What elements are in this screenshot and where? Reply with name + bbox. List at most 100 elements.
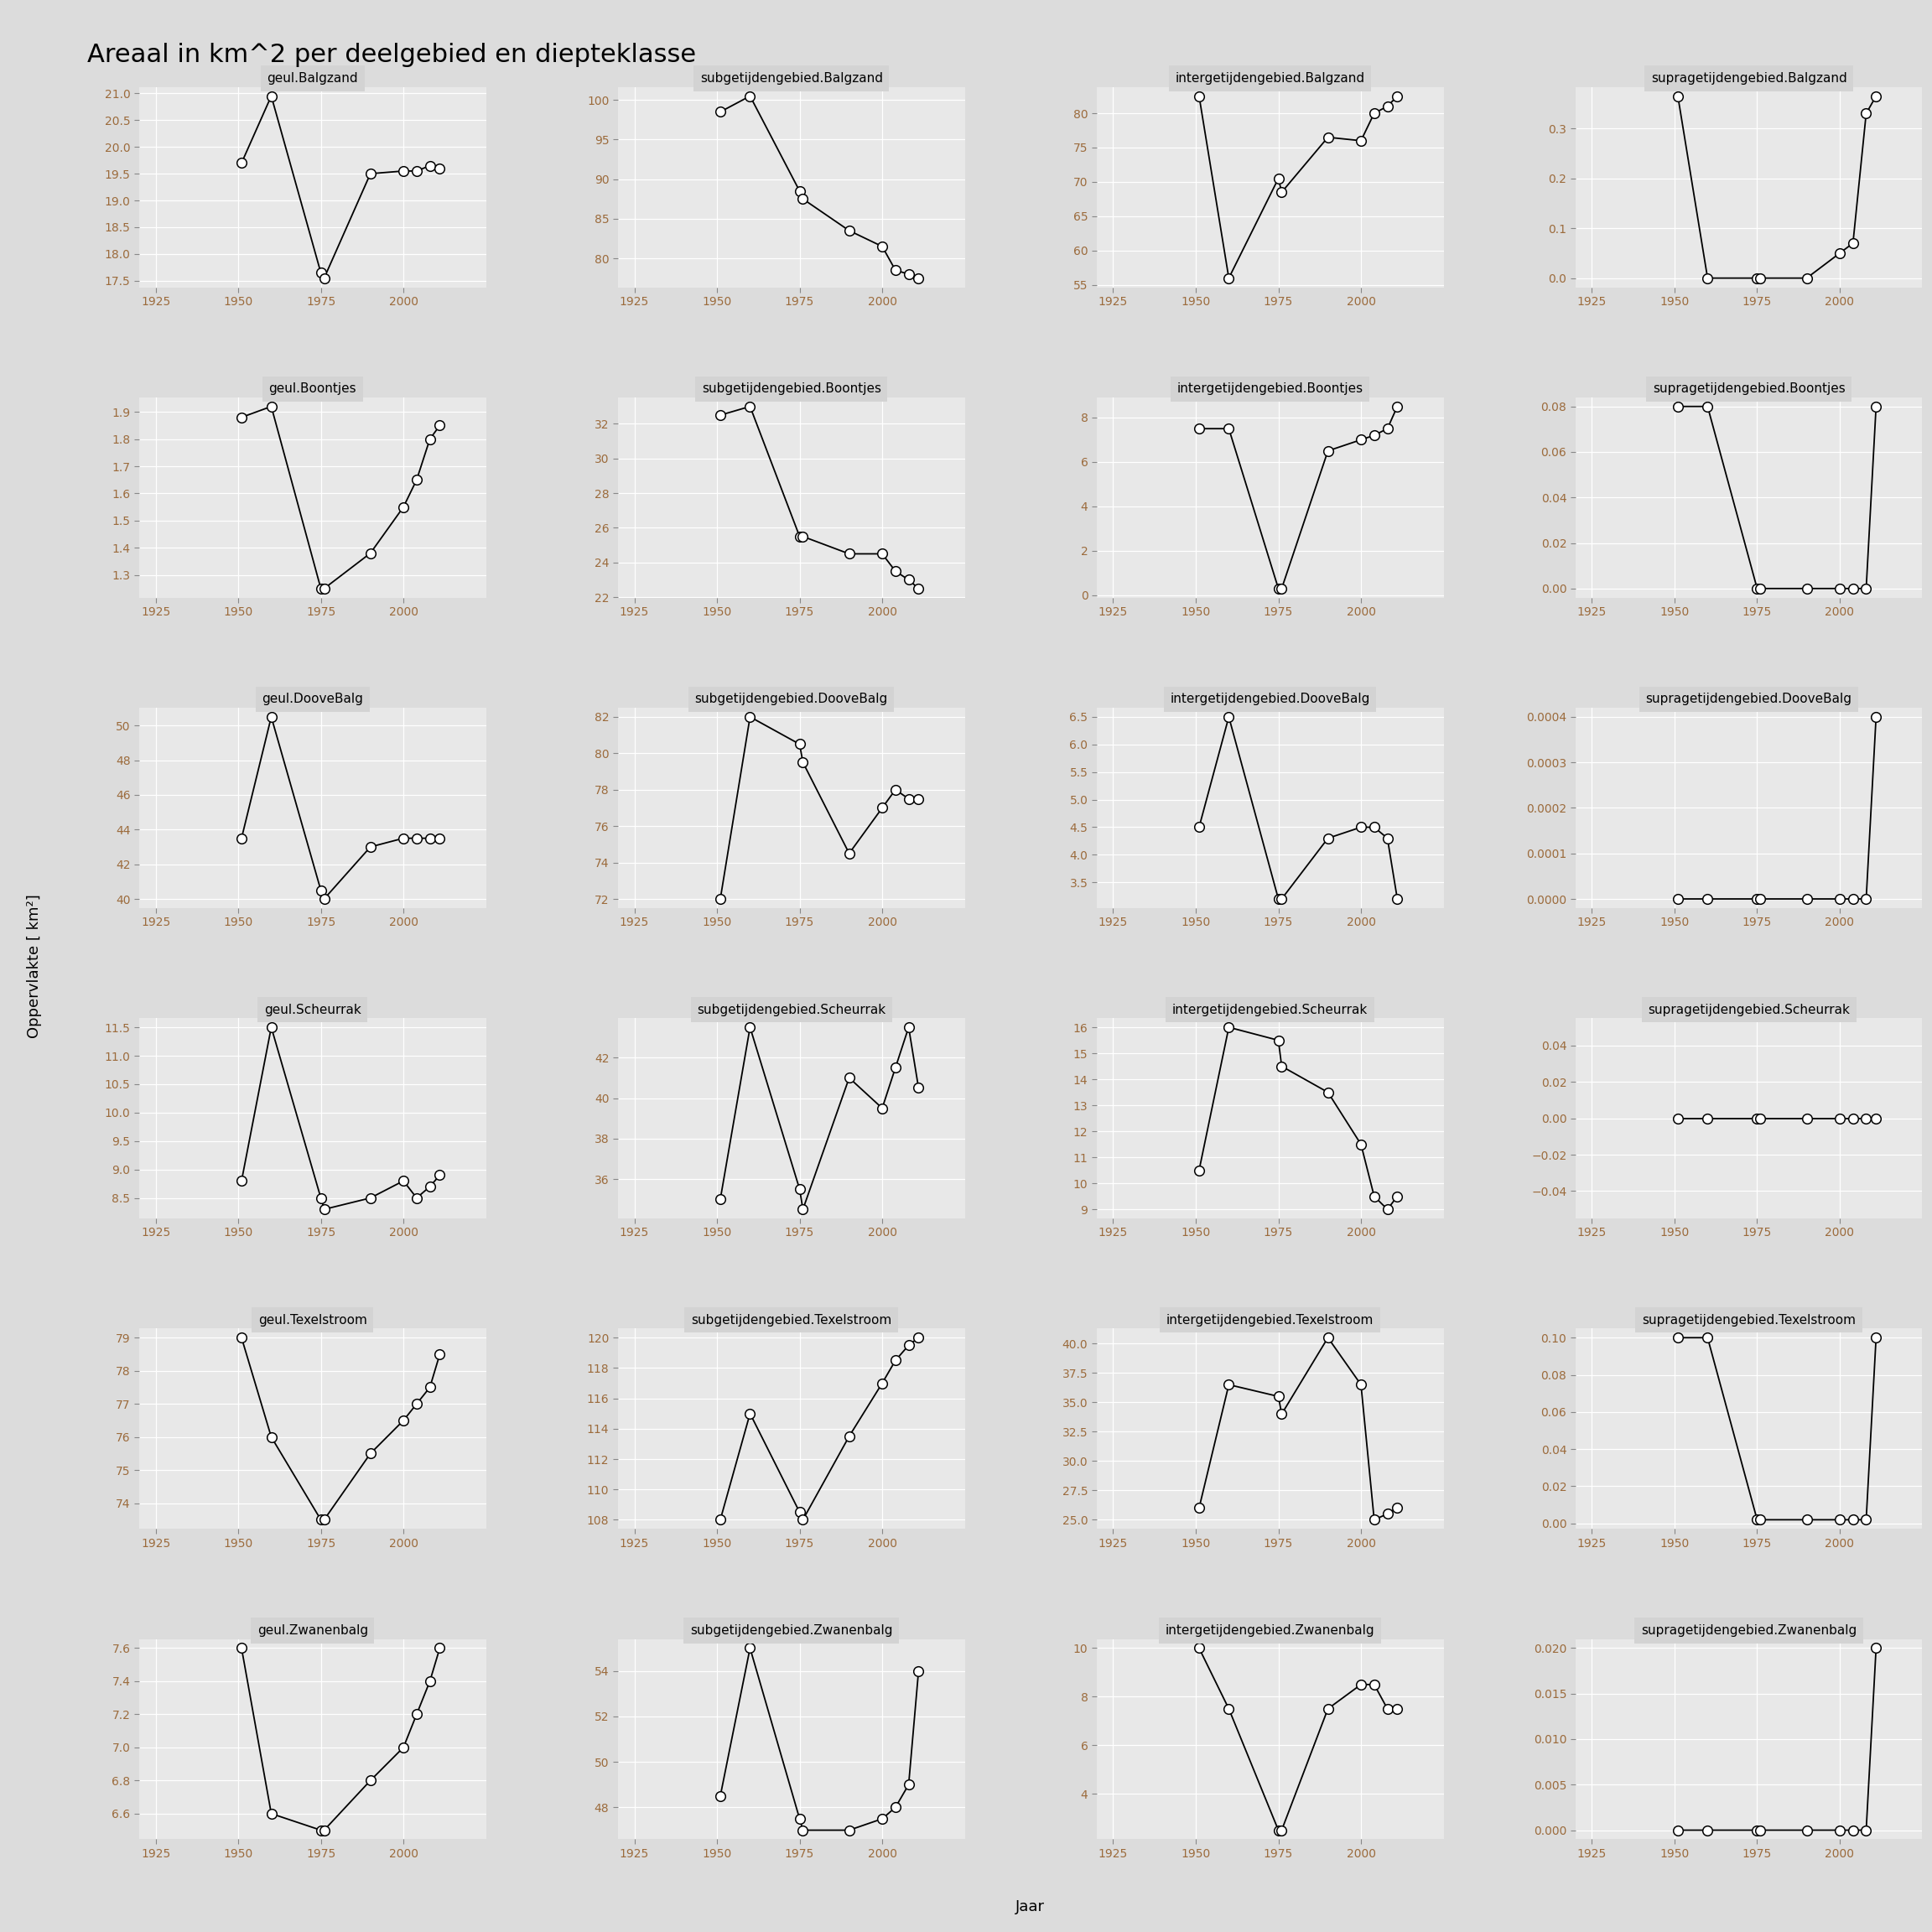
Point [1264, 883, 1294, 914]
Point [734, 390, 765, 421]
Point [413, 823, 444, 854]
Point [1312, 1692, 1343, 1723]
Point [788, 184, 819, 214]
Point [1184, 1155, 1215, 1186]
Point [226, 1165, 257, 1196]
Point [1372, 1692, 1403, 1723]
Point [879, 775, 910, 806]
Point [1791, 1814, 1822, 1845]
Point [1381, 390, 1412, 421]
Point [309, 1194, 340, 1225]
Title: geul.Texelstroom: geul.Texelstroom [259, 1314, 367, 1327]
Point [388, 156, 419, 187]
Point [893, 1012, 923, 1043]
Point [1791, 1505, 1822, 1536]
Point [1345, 425, 1376, 456]
Point [1372, 1499, 1403, 1530]
Point [867, 539, 898, 570]
Point [1741, 574, 1772, 605]
Point [226, 147, 257, 178]
Title: geul.DooveBalg: geul.DooveBalg [263, 694, 363, 705]
Point [788, 1194, 819, 1225]
Point [1213, 701, 1244, 732]
Point [1692, 390, 1723, 421]
Point [388, 1731, 419, 1762]
Point [1184, 413, 1215, 444]
Point [1213, 413, 1244, 444]
Point [1265, 574, 1296, 605]
Point [1851, 1505, 1882, 1536]
Point [1264, 1024, 1294, 1055]
Point [425, 153, 456, 184]
Point [388, 823, 419, 854]
Point [1312, 435, 1343, 466]
Title: intergetijdengebied.Zwanenbalg: intergetijdengebied.Zwanenbalg [1165, 1625, 1376, 1636]
Point [705, 1781, 736, 1812]
Point [879, 556, 910, 587]
Point [1265, 176, 1296, 207]
Point [309, 1814, 340, 1845]
Point [1791, 1103, 1822, 1134]
Text: Areaal in km^2 per deelgebied en diepteklasse: Areaal in km^2 per deelgebied en dieptek… [87, 43, 696, 68]
Point [902, 263, 933, 294]
Point [1824, 1103, 1855, 1134]
Point [867, 1094, 898, 1124]
Title: geul.Zwanenbalg: geul.Zwanenbalg [257, 1625, 367, 1636]
Point [1358, 419, 1389, 450]
Point [784, 1803, 815, 1833]
Point [902, 782, 933, 813]
Point [1345, 126, 1376, 156]
Point [784, 1173, 815, 1204]
Point [1824, 883, 1855, 914]
Point [1264, 162, 1294, 193]
Title: supragetijdengebied.Boontjes: supragetijdengebied.Boontjes [1652, 383, 1845, 396]
Title: supragetijdengebied.Scheurrak: supragetijdengebied.Scheurrak [1648, 1003, 1849, 1016]
Text: Oppervlakte [ km²]: Oppervlakte [ km²] [27, 895, 43, 1037]
Title: intergetijdengebied.Scheurrak: intergetijdengebied.Scheurrak [1173, 1003, 1368, 1016]
Point [734, 1399, 765, 1430]
Point [893, 1770, 923, 1801]
Point [413, 151, 444, 182]
Point [1741, 1103, 1772, 1134]
Point [1358, 1180, 1389, 1211]
Point [388, 1165, 419, 1196]
Point [893, 782, 923, 813]
Point [867, 1803, 898, 1833]
Point [1791, 574, 1822, 605]
Point [355, 1766, 386, 1797]
Point [1861, 701, 1891, 732]
Point [402, 1182, 433, 1213]
Point [1851, 574, 1882, 605]
Point [705, 1184, 736, 1215]
Point [1345, 1370, 1376, 1401]
Point [1312, 823, 1343, 854]
Point [1824, 238, 1855, 269]
Point [902, 1656, 933, 1687]
Point [1824, 1505, 1855, 1536]
Point [388, 1405, 419, 1435]
Point [835, 539, 866, 570]
Title: geul.Balgzand: geul.Balgzand [267, 71, 357, 85]
Point [1381, 1180, 1412, 1211]
Point [1692, 263, 1723, 294]
Point [835, 214, 866, 245]
Point [305, 574, 336, 605]
Point [734, 1633, 765, 1663]
Point [1358, 1669, 1389, 1700]
Point [1861, 81, 1891, 112]
Point [1264, 1814, 1294, 1845]
Point [425, 823, 456, 854]
Point [902, 1072, 933, 1103]
Point [867, 792, 898, 823]
Point [835, 838, 866, 869]
Point [1837, 883, 1868, 914]
Point [1861, 1633, 1891, 1663]
Point [1837, 1505, 1868, 1536]
Point [835, 1063, 866, 1094]
Point [1861, 390, 1891, 421]
Point [1372, 91, 1403, 122]
Point [1851, 99, 1882, 129]
Point [413, 1665, 444, 1696]
Point [402, 464, 433, 495]
Title: supragetijdengebied.Balgzand: supragetijdengebied.Balgzand [1650, 71, 1847, 85]
